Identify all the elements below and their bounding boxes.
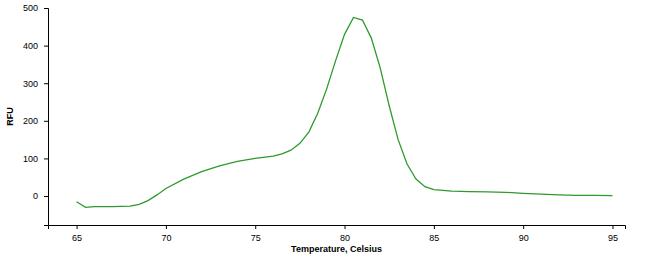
tick-mark [612, 225, 613, 229]
tick-label: 65 [72, 233, 82, 243]
tick-mark [44, 83, 48, 84]
tick-label: 100 [23, 154, 38, 164]
axis-line [44, 9, 49, 226]
tick-label: 90 [519, 233, 529, 243]
tick: 70 [161, 225, 171, 243]
tick-mark [523, 225, 524, 229]
tick: 400 [23, 41, 48, 51]
y-axis: 0 100 200 300 400 500 [23, 3, 49, 225]
tick-mark [434, 225, 435, 229]
plot-area [77, 17, 613, 207]
x-axis-title: Temperature, Celsius [291, 244, 382, 254]
tick-label: 500 [23, 3, 38, 13]
tick-label: 0 [33, 191, 38, 201]
tick-label: 85 [429, 233, 439, 243]
tick-mark [166, 225, 167, 229]
tick: 0 [33, 191, 48, 201]
axis-line [49, 226, 626, 230]
tick-label: 75 [251, 233, 261, 243]
tick-mark [345, 225, 346, 229]
tick: 200 [23, 116, 48, 126]
tick: 500 [23, 3, 48, 13]
tick: 65 [72, 225, 82, 243]
tick: 85 [429, 225, 439, 243]
tick-mark [44, 121, 48, 122]
tick-mark [44, 196, 48, 197]
tick-label: 200 [23, 116, 38, 126]
tick-mark [44, 46, 48, 47]
tick-label: 70 [161, 233, 171, 243]
tick: 75 [251, 225, 261, 243]
tick: 100 [23, 154, 48, 164]
tick-mark [44, 8, 48, 9]
tick-label: 300 [23, 79, 38, 89]
x-axis: 65 70 75 80 85 90 95 [49, 225, 626, 243]
tick: 300 [23, 79, 48, 89]
tick-label: 95 [608, 233, 618, 243]
tick-mark [44, 158, 48, 159]
melt-curve [77, 17, 613, 207]
tick-label: 80 [340, 233, 350, 243]
tick-label: 400 [23, 41, 38, 51]
tick: 95 [608, 225, 618, 243]
tick-mark [255, 225, 256, 229]
tick: 80 [340, 225, 350, 243]
tick: 90 [519, 225, 529, 243]
y-axis-title: RFU [5, 107, 15, 126]
tick-mark [77, 225, 78, 229]
